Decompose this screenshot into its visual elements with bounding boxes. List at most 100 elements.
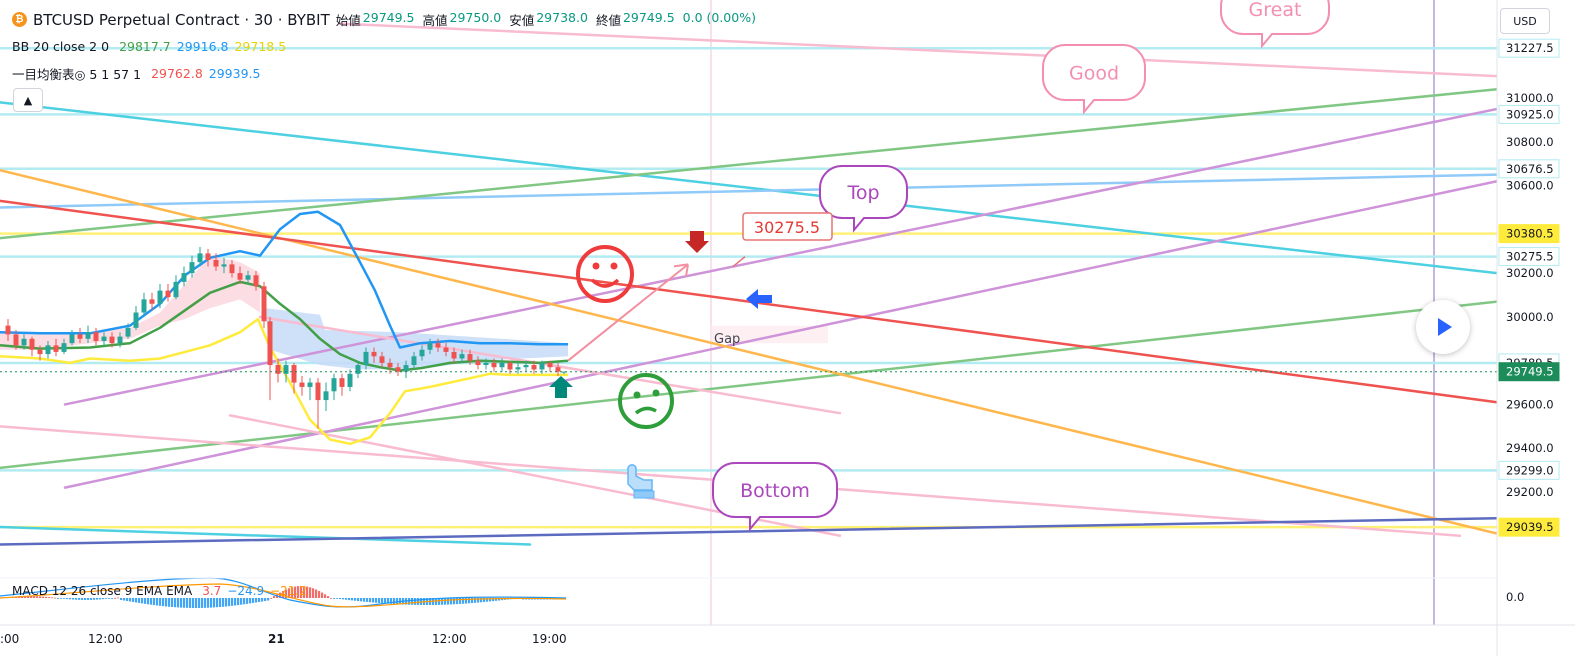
candlestick	[237, 266, 243, 285]
macd-histogram-bar	[60, 598, 63, 599]
candlestick	[411, 351, 417, 370]
price-note-rect	[742, 212, 833, 241]
macd-histogram-bar	[342, 598, 345, 600]
macd-histogram-bar	[30, 596, 33, 598]
collapse-legend-button[interactable]: ▲	[13, 88, 43, 112]
candle-body	[149, 299, 155, 304]
macd-value-3: −21.2	[270, 584, 307, 598]
time-axis-label: 21	[268, 632, 285, 646]
trend-line	[338, 22, 1497, 78]
macd-histogram-bar	[213, 598, 216, 608]
macd-histogram-bar	[84, 598, 87, 600]
macd-histogram-bar	[282, 590, 285, 598]
macd-histogram-bar	[102, 598, 105, 600]
candle-body	[109, 336, 115, 344]
currency-selector[interactable]: USD	[1500, 8, 1550, 34]
macd-histogram-bar	[495, 598, 498, 601]
macd-histogram-bar	[384, 598, 387, 604]
macd-histogram-bar	[78, 598, 81, 600]
macd-histogram-bar	[483, 598, 486, 603]
callout-top: Top	[819, 165, 908, 233]
candle-body	[291, 365, 297, 383]
macd-histogram-bar	[492, 598, 495, 602]
candlestick	[93, 327, 99, 346]
price-axis-label-bg	[1498, 38, 1560, 58]
macd-histogram-bar	[114, 597, 117, 599]
macd-histogram-bar	[93, 598, 96, 600]
price-axis-tick: 30200.0	[1506, 266, 1554, 280]
macd-histogram-bar	[285, 589, 288, 598]
macd-histogram-bar	[69, 598, 72, 600]
candle-body	[475, 360, 481, 366]
ichimoku-legend[interactable]: 一目均衡表◎ 5 1 57 1 29762.8 29939.5	[12, 64, 260, 83]
macd-legend[interactable]: MACD 12 26 close 9 EMA EMA 3.7 −24.9 −21…	[12, 584, 307, 598]
price-axis-label-text: 31227.5	[1506, 41, 1554, 55]
candlestick	[45, 340, 51, 359]
candle-body	[253, 275, 259, 287]
candle-body	[315, 382, 321, 401]
candle-body	[221, 264, 227, 267]
candlestick	[531, 360, 537, 374]
candlestick	[173, 275, 179, 300]
macd-histogram-bar	[147, 598, 150, 605]
macd-histogram-bar	[309, 587, 312, 598]
pointing-hand-shape	[627, 464, 653, 491]
macd-histogram-bar	[108, 598, 111, 599]
candlestick	[141, 292, 147, 317]
macd-histogram-bar	[81, 598, 84, 600]
confused-face-eye	[633, 391, 641, 399]
macd-histogram-bar	[390, 598, 393, 604]
bb-upper-value: 29916.8	[176, 39, 229, 54]
candle-body	[141, 299, 147, 313]
candlestick	[29, 336, 35, 357]
price-axis-label-text: 29299.0	[1506, 463, 1554, 477]
bb-upper-line	[0, 210, 568, 349]
replay-play-button[interactable]	[1416, 300, 1470, 354]
candle-body	[363, 351, 369, 366]
candlestick	[339, 373, 345, 396]
candle-body	[173, 281, 179, 298]
candlestick	[117, 332, 123, 348]
price-axis-label: 30925.0	[1498, 104, 1560, 124]
macd-histogram-bar	[348, 598, 351, 601]
macd-histogram-bar	[477, 598, 480, 603]
macd-histogram-bar	[327, 596, 330, 598]
macd-histogram-bar	[240, 598, 243, 605]
macd-histogram-bar	[204, 598, 207, 608]
candlestick	[435, 338, 441, 352]
price-axis-label: 29039.5	[1498, 517, 1560, 537]
macd-histogram-bar	[237, 598, 240, 606]
macd-histogram-bar	[171, 598, 174, 608]
candle-body	[531, 365, 537, 370]
candlestick	[555, 362, 561, 376]
macd-line	[0, 577, 567, 608]
candle-body	[547, 362, 553, 368]
callout-top-shape	[819, 165, 908, 233]
macd-histogram-bar	[159, 598, 162, 606]
candle-body	[499, 362, 505, 368]
price-axis-tick: 29200.0	[1506, 485, 1554, 499]
bitcoin-icon: ₿	[12, 12, 27, 27]
macd-histogram-bar	[450, 598, 453, 605]
candlestick	[475, 356, 481, 370]
candlestick	[133, 305, 139, 331]
price-axis-label: 29299.0	[1498, 460, 1560, 480]
candle-body	[125, 327, 131, 337]
macd-histogram-bar	[471, 598, 474, 604]
macd-histogram-bar	[315, 589, 318, 598]
candlestick	[299, 375, 305, 396]
bb-legend[interactable]: BB 20 close 2 0 29817.7 29916.8 29718.5	[12, 39, 286, 54]
macd-histogram-bar	[24, 596, 27, 598]
candlestick	[491, 358, 497, 372]
pointing-hand-icon	[627, 464, 655, 499]
happy-face-outline	[576, 245, 634, 303]
candle-body	[427, 343, 433, 350]
bb-lower-value: 29718.5	[234, 39, 287, 54]
candle-body	[331, 378, 337, 392]
candle-body	[261, 286, 267, 322]
candle-body	[403, 365, 409, 372]
price-axis-label: 31227.5	[1498, 38, 1560, 58]
price-note-text: 30275.5	[754, 218, 820, 237]
